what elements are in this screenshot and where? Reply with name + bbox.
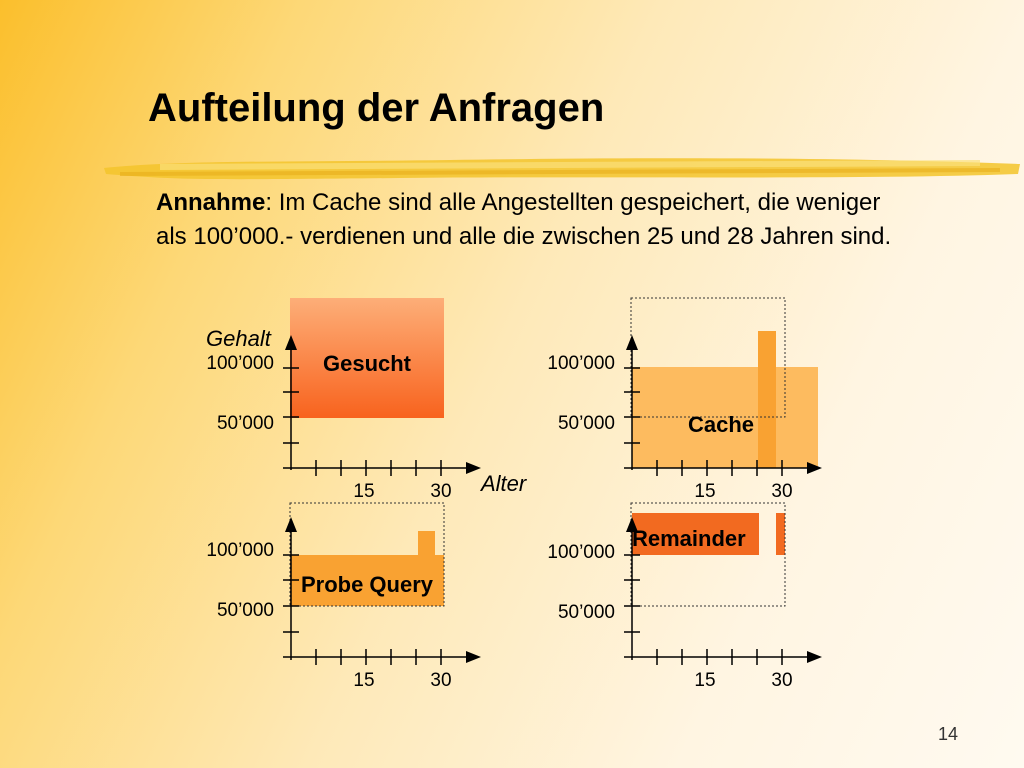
intro-bold-term: Annahme — [156, 189, 266, 216]
y-tick-100000: 100’000 — [547, 542, 615, 563]
y-tick-100000: 100’000 — [206, 353, 274, 374]
y-axis-title: Gehalt — [206, 326, 272, 351]
cache-age-region — [758, 331, 776, 468]
cache-label: Cache — [688, 412, 754, 437]
y-tick-50000: 50’000 — [217, 600, 274, 621]
panel-gesucht: Gesucht Gehalt Alter 100’000 50’000 15 3… — [206, 298, 528, 502]
y-tick-100000: 100’000 — [206, 540, 274, 561]
gesucht-label: Gesucht — [323, 351, 412, 376]
page-number: 14 — [937, 724, 958, 744]
remainder-region-side — [776, 513, 785, 555]
panel4-axes — [624, 517, 822, 665]
remainder-label: Remainder — [632, 526, 746, 551]
intro-text: Annahme: Im Cache sind alle Angestellten… — [156, 186, 916, 254]
panel3-axes — [283, 517, 481, 665]
x-tick-15: 15 — [353, 481, 374, 502]
panel-probe-query: Probe Query 100’000 50’000 15 30 — [206, 502, 481, 691]
query-outline — [630, 297, 786, 418]
x-tick-15: 15 — [353, 670, 374, 691]
slide-title: Aufteilung der Anfragen — [148, 86, 605, 130]
query-outline — [289, 502, 445, 607]
title-underline-brush — [104, 158, 1020, 180]
x-tick-15: 15 — [694, 481, 715, 502]
query-outline — [630, 502, 786, 607]
y-tick-50000: 50’000 — [558, 413, 615, 434]
probe-age-region — [418, 531, 435, 555]
x-tick-30: 30 — [430, 670, 451, 691]
probe-salary-region — [290, 555, 444, 606]
intro-body: : Im Cache sind alle Angestellten gespei… — [156, 189, 892, 250]
y-tick-100000: 100’000 — [547, 353, 615, 374]
panel-remainder: Remainder 100’000 50’000 15 30 — [547, 502, 822, 691]
panel-cache: Cache 100’000 50’000 15 30 — [547, 297, 822, 502]
y-tick-50000: 50’000 — [558, 602, 615, 623]
gesucht-region — [290, 298, 444, 418]
probe-query-label: Probe Query — [301, 572, 434, 597]
y-tick-50000: 50’000 — [217, 413, 274, 434]
x-tick-15: 15 — [694, 670, 715, 691]
x-tick-30: 30 — [771, 481, 792, 502]
x-tick-30: 30 — [771, 670, 792, 691]
panel1-axes — [283, 335, 481, 476]
x-tick-30: 30 — [430, 481, 451, 502]
x-axis-title: Alter — [479, 471, 528, 496]
panel2-axes — [624, 335, 822, 476]
remainder-region-main — [632, 513, 759, 555]
